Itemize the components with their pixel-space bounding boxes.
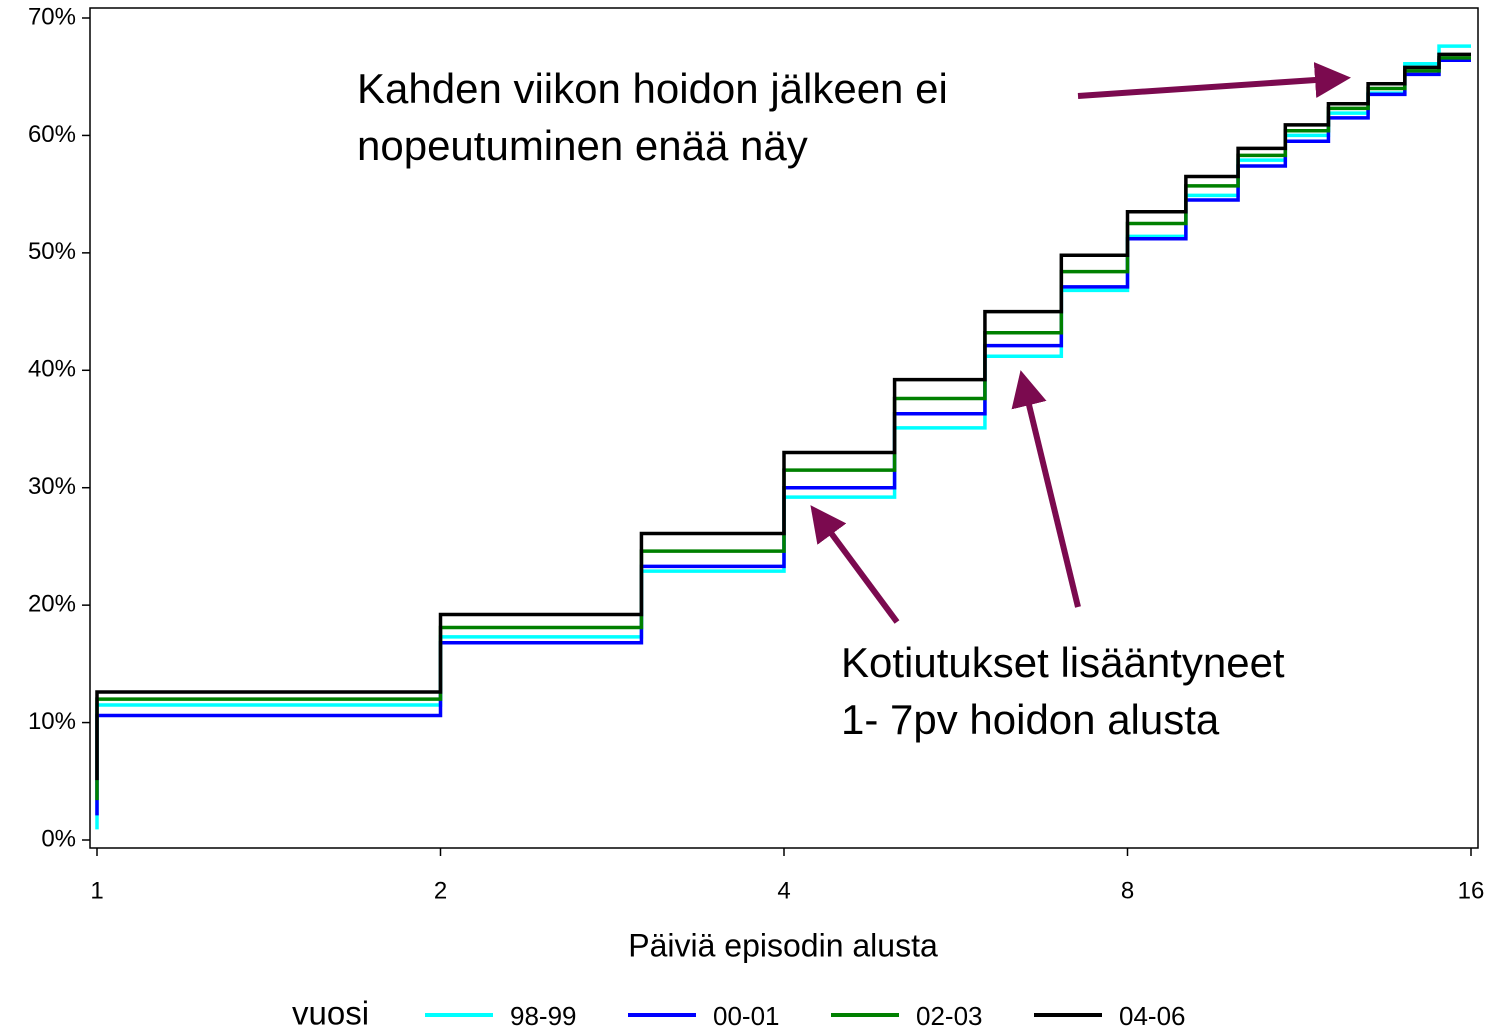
annotation: Kotiutukset lisääntyneet xyxy=(841,639,1285,686)
x-tick-label: 16 xyxy=(1458,877,1485,904)
annotation: Kahden viikon hoidon jälkeen ei xyxy=(357,65,948,112)
y-tick-label: 60% xyxy=(28,121,76,148)
x-tick-label: 4 xyxy=(777,877,790,904)
x-tick-label: 8 xyxy=(1121,877,1134,904)
y-tick-label: 50% xyxy=(28,238,76,265)
x-tick-label: 1 xyxy=(90,877,103,904)
legend-label: 00-01 xyxy=(713,1001,780,1031)
arrows xyxy=(810,62,1351,624)
arrow xyxy=(1011,370,1081,608)
legend-label: 98-99 xyxy=(510,1001,577,1031)
step-line xyxy=(95,56,1471,801)
legend-title: vuosi xyxy=(292,995,369,1032)
arrow xyxy=(1077,62,1351,99)
x-tick-label: 2 xyxy=(434,877,447,904)
y-tick-label: 70% xyxy=(28,3,76,30)
annotation: 1- 7pv hoidon alusta xyxy=(841,696,1220,743)
y-tick-label: 30% xyxy=(28,473,76,500)
y-tick-label: 10% xyxy=(28,708,76,735)
y-tick-label: 20% xyxy=(28,590,76,617)
y-tick-label: 0% xyxy=(41,825,76,852)
step-line xyxy=(95,58,1471,816)
step-line xyxy=(95,52,1471,781)
x-axis-title: Päiviä episodin alusta xyxy=(628,927,938,963)
y-tick-label: 40% xyxy=(28,356,76,383)
legend-label: 04-06 xyxy=(1119,1001,1186,1031)
legend-label: 02-03 xyxy=(916,1001,983,1031)
arrow xyxy=(810,505,900,624)
annotation: nopeutuminen enää näy xyxy=(357,122,808,169)
